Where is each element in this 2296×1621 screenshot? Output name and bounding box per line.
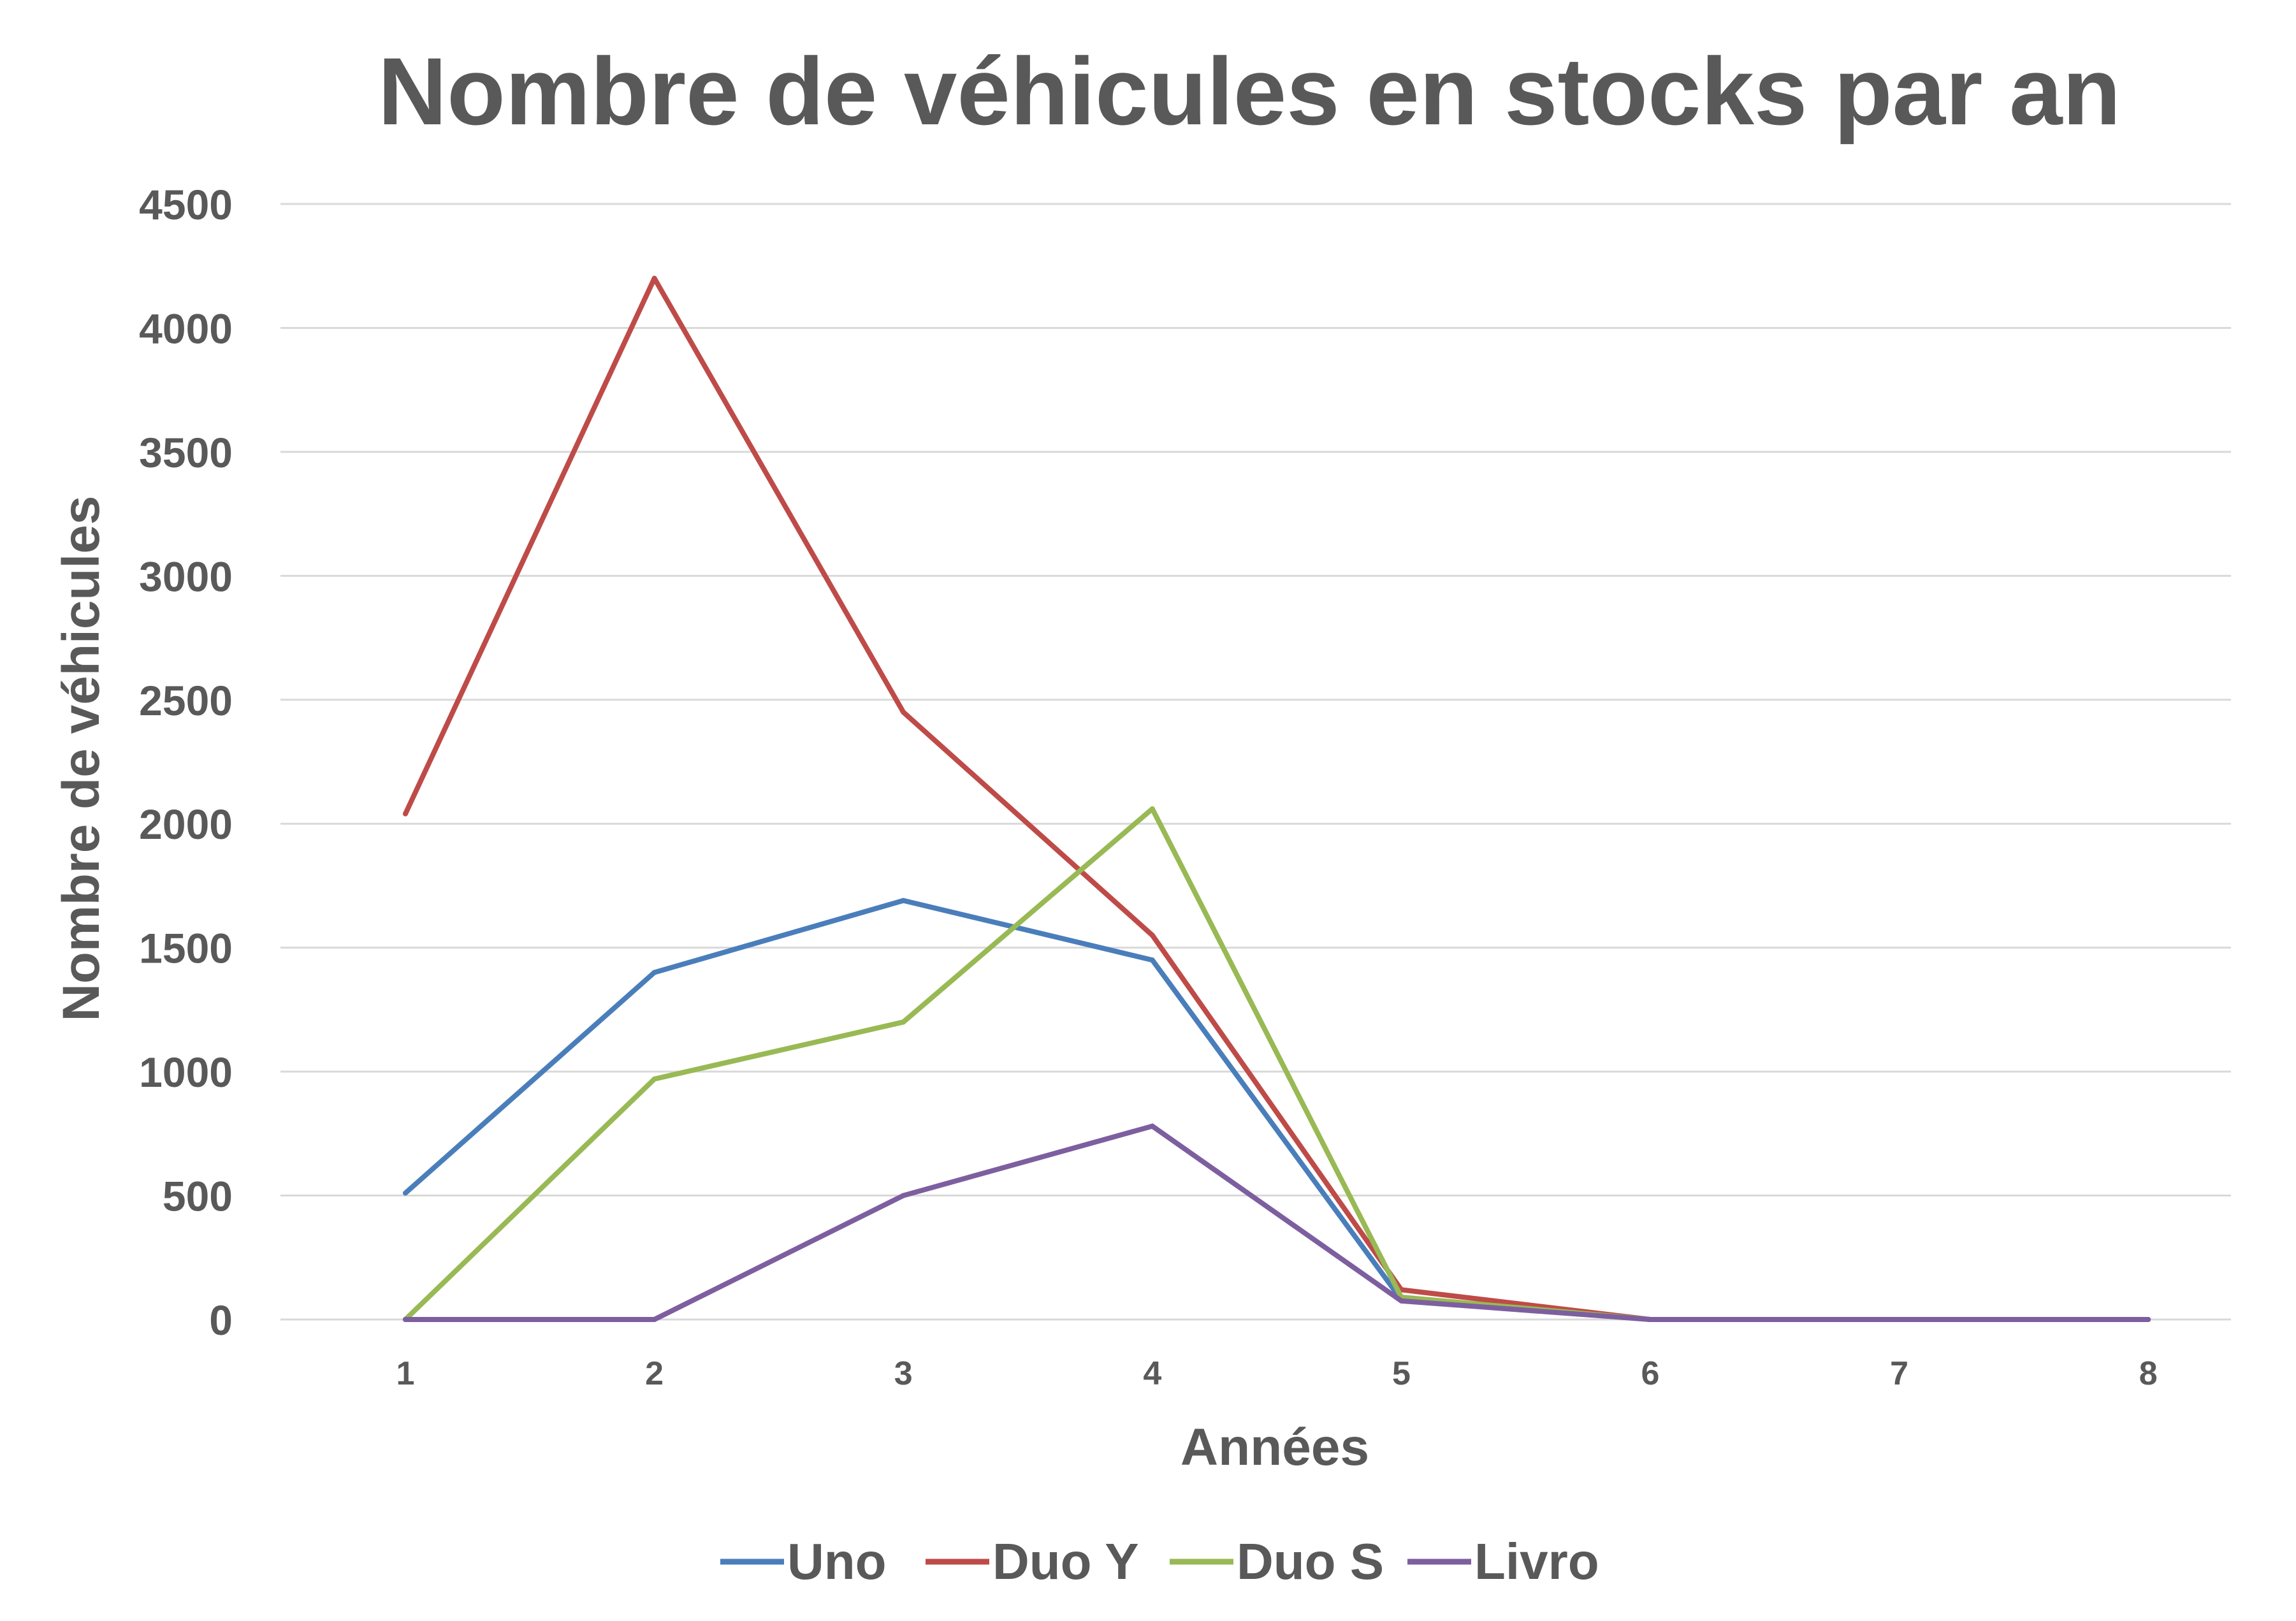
x-tick-label: 6 bbox=[1641, 1355, 1660, 1392]
legend-item: Duo S bbox=[1170, 1533, 1384, 1590]
y-tick-label: 3000 bbox=[139, 553, 233, 600]
data-point bbox=[2146, 1317, 2151, 1322]
x-tick-label: 8 bbox=[2139, 1355, 2158, 1392]
y-tick-label: 3500 bbox=[139, 429, 233, 476]
legend-label: Uno bbox=[787, 1533, 887, 1590]
legend-item: Duo Y bbox=[926, 1533, 1139, 1590]
series-line-duo-y bbox=[403, 275, 1653, 1322]
series-line-livro bbox=[403, 1123, 2151, 1322]
y-tick-label: 1500 bbox=[139, 925, 233, 972]
x-axis-ticks: 1 2 3 4 5 6 7 8 bbox=[396, 1355, 2158, 1392]
legend-label: Livro bbox=[1474, 1533, 1599, 1590]
data-point bbox=[901, 898, 906, 903]
y-axis-title: Nombre de véhicules bbox=[52, 496, 110, 1022]
legend-label: Duo Y bbox=[992, 1533, 1139, 1590]
data-point bbox=[651, 1317, 657, 1322]
legend-item: Uno bbox=[720, 1533, 887, 1590]
y-tick-label: 2500 bbox=[139, 677, 233, 724]
data-point bbox=[651, 970, 657, 975]
series-lines bbox=[403, 275, 2151, 1322]
y-tick-label: 4500 bbox=[139, 181, 233, 228]
data-point bbox=[1399, 1298, 1404, 1304]
data-point bbox=[1648, 1317, 1653, 1322]
data-point bbox=[901, 1019, 906, 1025]
y-tick-label: 500 bbox=[163, 1173, 233, 1220]
data-point bbox=[901, 709, 906, 715]
legend-item: Livro bbox=[1407, 1533, 1599, 1590]
data-point bbox=[901, 1193, 906, 1198]
x-tick-label: 2 bbox=[645, 1355, 664, 1392]
y-tick-label: 1000 bbox=[139, 1049, 233, 1096]
data-point bbox=[403, 811, 408, 817]
data-point bbox=[403, 1317, 408, 1322]
data-point bbox=[651, 275, 657, 281]
chart-title: Nombre de véhicules en stocks par an bbox=[378, 38, 2121, 145]
data-point bbox=[403, 1190, 408, 1196]
data-point bbox=[1149, 933, 1155, 938]
gridlines bbox=[280, 203, 2231, 1321]
x-tick-label: 3 bbox=[894, 1355, 913, 1392]
y-axis-ticks: 0 500 1000 1500 2000 2500 3000 3500 4000 4500 bbox=[139, 181, 233, 1344]
x-tick-label: 7 bbox=[1890, 1355, 1908, 1392]
y-tick-label: 2000 bbox=[139, 801, 233, 848]
legend: Uno Duo Y Duo S Livro bbox=[720, 1533, 1599, 1590]
x-tick-label: 4 bbox=[1143, 1355, 1161, 1392]
data-point bbox=[1149, 806, 1155, 811]
series-line-duo-s bbox=[403, 806, 1653, 1322]
data-point bbox=[1896, 1317, 1902, 1322]
legend-label: Duo S bbox=[1237, 1533, 1384, 1590]
data-point bbox=[1149, 1123, 1155, 1129]
y-tick-label: 4000 bbox=[139, 305, 233, 352]
data-point bbox=[651, 1076, 657, 1082]
y-tick-label: 0 bbox=[209, 1297, 233, 1344]
x-tick-label: 5 bbox=[1392, 1355, 1411, 1392]
data-point bbox=[1149, 957, 1155, 963]
series-line-uno bbox=[403, 898, 1653, 1322]
x-tick-label: 1 bbox=[396, 1355, 415, 1392]
x-axis-title: Années bbox=[1181, 1418, 1369, 1476]
